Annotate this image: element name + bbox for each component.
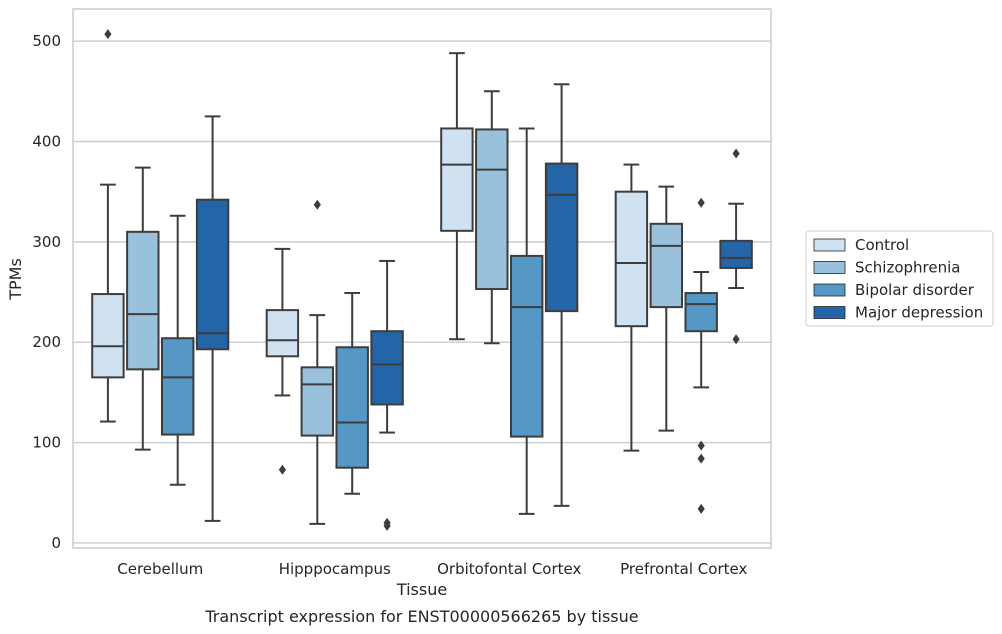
- outlier-point: [732, 334, 740, 345]
- box-group: [335, 292, 369, 495]
- outlier-point: [313, 199, 321, 210]
- legend-label: Major depression: [855, 304, 983, 322]
- box-group: [614, 163, 649, 452]
- legend-swatch: [813, 238, 846, 252]
- outlier-point: [697, 453, 705, 464]
- outlier-point: [104, 29, 112, 40]
- box-iqr: [126, 230, 160, 371]
- box-iqr: [684, 292, 718, 333]
- outlier-point: [278, 464, 286, 475]
- box-iqr: [509, 254, 544, 438]
- y-tick-labels: 0 100 200 300 400 500: [32, 32, 61, 552]
- box-iqr: [265, 309, 300, 358]
- box-iqr: [370, 330, 404, 406]
- legend-swatch: [813, 306, 846, 319]
- y-tick-label: 400: [32, 132, 61, 150]
- box-iqr: [614, 190, 649, 328]
- outlier-point: [383, 520, 391, 531]
- box-group: [91, 29, 125, 423]
- x-axis-title: Tissue: [396, 580, 447, 599]
- box-group: [475, 90, 509, 345]
- legend-label: Control: [855, 236, 909, 254]
- box-group: [265, 247, 300, 475]
- box-group: [160, 214, 195, 486]
- y-tick-label: 500: [32, 32, 61, 50]
- y-axis-title: TPMs: [6, 258, 25, 301]
- y-tick-label: 300: [32, 233, 61, 251]
- box-group: [649, 185, 684, 432]
- box-group: [544, 83, 579, 507]
- box-iqr: [475, 128, 509, 291]
- legend-items: Control Schizophrenia Bipolar disorder Majo…: [813, 236, 983, 322]
- boxes: [91, 29, 753, 531]
- box-iqr: [440, 127, 474, 232]
- legend: Control Schizophrenia Bipolar disorder Majo…: [805, 230, 994, 327]
- legend-swatch: [813, 283, 846, 297]
- x-tick-label: Hipppocampus: [279, 560, 391, 578]
- box-iqr: [719, 239, 753, 269]
- box-iqr: [300, 366, 335, 437]
- x-tick-label: Cerebellum: [117, 560, 203, 578]
- y-tick-label: 0: [51, 534, 61, 552]
- box-group: [440, 52, 474, 341]
- legend-swatch: [813, 261, 846, 274]
- box-iqr: [195, 198, 230, 351]
- outlier-point: [732, 148, 740, 159]
- outlier-point: [697, 440, 705, 451]
- box-iqr: [649, 222, 684, 309]
- box-group: [684, 197, 718, 514]
- box-group: [719, 148, 753, 345]
- outlier-point: [697, 503, 705, 514]
- box-iqr: [160, 337, 195, 436]
- box-iqr: [335, 346, 369, 469]
- box-iqr: [544, 162, 579, 313]
- box-group: [370, 259, 404, 531]
- y-tick-label: 100: [32, 434, 61, 452]
- x-tick-labels: Cerebellum Hipppocampus Orbitofontal Corte…: [117, 560, 747, 578]
- outlier-point: [697, 197, 705, 208]
- legend-label: Schizophrenia: [855, 259, 960, 277]
- box-group: [195, 115, 230, 522]
- legend-frame: [805, 230, 994, 327]
- box-group: [509, 127, 544, 515]
- chart-caption: Transcript expression for ENST0000056626…: [204, 607, 638, 626]
- x-tick-label: Orbitofontal Cortex: [437, 560, 581, 578]
- y-tick-label: 200: [32, 333, 61, 351]
- box-iqr: [91, 293, 125, 379]
- box-group: [126, 166, 160, 451]
- x-tick-label: Prefrontal Cortex: [620, 560, 747, 578]
- legend-label: Bipolar disorder: [855, 281, 975, 299]
- box-group: [300, 199, 335, 525]
